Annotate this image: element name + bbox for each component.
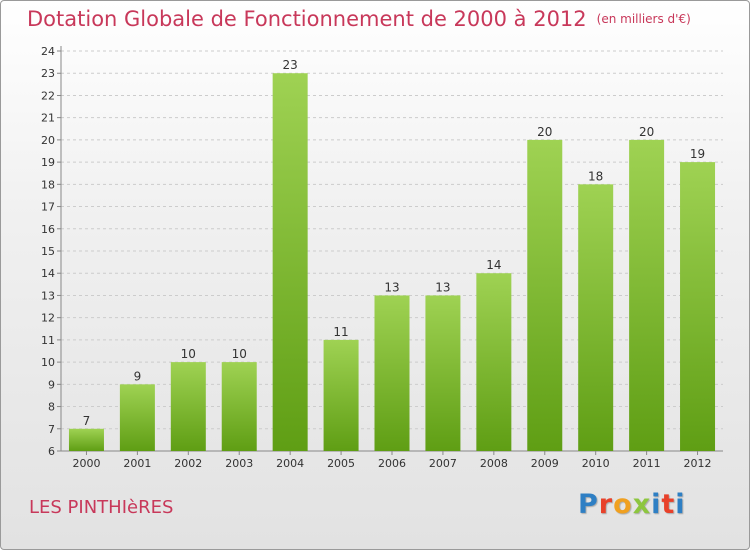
data-label-2010: 18 — [588, 169, 603, 183]
data-label-2000: 7 — [83, 414, 91, 428]
data-label-2001: 9 — [134, 369, 142, 383]
x-tick-label-2007: 2007 — [429, 457, 457, 470]
data-label-2005: 11 — [333, 325, 348, 339]
y-tick-label: 18 — [41, 178, 55, 191]
y-tick-label: 19 — [41, 156, 55, 169]
bar-2010 — [578, 184, 614, 452]
y-tick-label: 7 — [48, 423, 55, 436]
bar-2007 — [425, 295, 461, 451]
y-tick-label: 24 — [41, 45, 55, 58]
chart-unit: (en milliers d'€) — [596, 12, 691, 26]
bar-2008 — [476, 273, 512, 451]
bar-2003 — [221, 362, 257, 451]
x-tick-label-2004: 2004 — [276, 457, 304, 470]
y-tick-label: 8 — [48, 401, 55, 414]
y-tick-label: 6 — [48, 445, 55, 458]
x-tick-label-2003: 2003 — [225, 457, 253, 470]
x-tick-label-2000: 2000 — [72, 457, 100, 470]
bar-2002 — [170, 362, 206, 451]
data-label-2008: 14 — [486, 258, 501, 272]
bar-2005 — [323, 339, 359, 451]
data-label-2006: 13 — [384, 280, 399, 294]
bar-2001 — [119, 384, 155, 451]
x-tick-label-2010: 2010 — [582, 457, 610, 470]
y-tick-label: 15 — [41, 245, 55, 258]
y-tick-label: 20 — [41, 134, 55, 147]
x-tick-label-2005: 2005 — [327, 457, 355, 470]
data-label-2012: 19 — [690, 147, 705, 161]
y-tick-label: 21 — [41, 112, 55, 125]
y-tick-label: 10 — [41, 356, 55, 369]
data-label-2011: 20 — [639, 125, 654, 139]
y-tick-label: 9 — [48, 378, 55, 391]
proxiti-logo: Proxiti — [578, 489, 686, 520]
data-label-2002: 10 — [181, 347, 196, 361]
bar-2004 — [272, 73, 308, 451]
y-tick-label: 22 — [41, 89, 55, 102]
x-tick-label-2002: 2002 — [174, 457, 202, 470]
data-label-2007: 13 — [435, 280, 450, 294]
bar-2009 — [527, 139, 563, 451]
commune-name: LES PINTHIèRES — [29, 497, 174, 518]
data-label-2009: 20 — [537, 125, 552, 139]
y-tick-label: 14 — [41, 267, 55, 280]
y-tick-label: 11 — [41, 334, 55, 347]
x-tick-label-2009: 2009 — [531, 457, 559, 470]
bar-2012 — [680, 162, 716, 451]
data-label-2003: 10 — [232, 347, 247, 361]
y-tick-label: 16 — [41, 223, 55, 236]
y-tick-label: 12 — [41, 312, 55, 325]
y-tick-label: 13 — [41, 289, 55, 302]
bar-2011 — [629, 139, 665, 451]
data-label-2004: 23 — [283, 58, 298, 72]
chart-title: Dotation Globale de Fonctionnement de 20… — [27, 7, 691, 31]
y-tick-label: 17 — [41, 201, 55, 214]
y-tick-label: 23 — [41, 67, 55, 80]
x-tick-label-2006: 2006 — [378, 457, 406, 470]
bar-2000 — [68, 428, 104, 451]
bar-2006 — [374, 295, 410, 451]
x-tick-label-2012: 2012 — [684, 457, 712, 470]
x-tick-label-2001: 2001 — [123, 457, 151, 470]
x-tick-label-2011: 2011 — [633, 457, 661, 470]
x-tick-label-2008: 2008 — [480, 457, 508, 470]
chart-title-text: Dotation Globale de Fonctionnement de 20… — [27, 7, 587, 31]
